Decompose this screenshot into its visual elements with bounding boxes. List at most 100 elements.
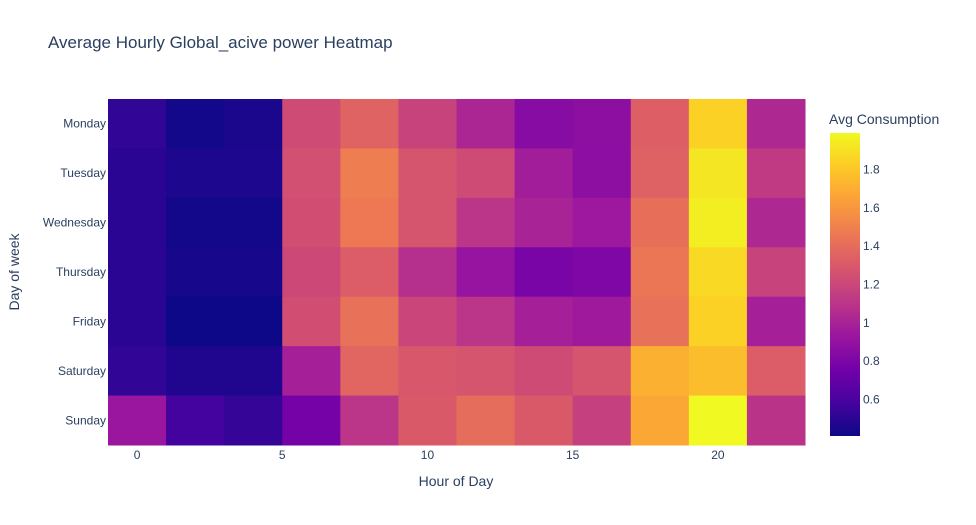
heatmap-cell [746,99,806,149]
heatmap-cell [514,395,574,446]
heatmap-cell [398,346,457,397]
heatmap-cell [688,395,748,446]
heatmap-cell [456,148,516,199]
colorbar-tick-label: 1 [863,316,870,330]
y-tick-label: Tuesday [60,166,106,180]
heatmap-cell [688,148,748,199]
x-tick-label: 10 [421,448,435,462]
heatmap-cell [166,247,225,298]
heatmap-cell [688,197,748,248]
heatmap-cell [340,148,399,199]
heatmap-cell [108,197,167,248]
heatmap-cell [166,395,225,446]
heatmap-cell [514,247,574,298]
x-axis-ticks: 0 5 10 15 20 [134,448,725,462]
heatmap-cell [456,197,516,248]
heatmap-cell [398,395,457,446]
heatmap-cell [282,247,341,298]
y-tick-label: Friday [73,314,106,328]
heatmap-cell [572,346,632,397]
heatmap-cell [746,296,806,347]
x-tick-label: 20 [711,448,725,462]
heatmap-cell [108,346,167,397]
colorbar-tick-label: 1.2 [863,278,880,292]
heatmap-cell [514,197,574,248]
heatmap-cell [630,148,690,199]
heatmap-cell [282,148,341,199]
heatmap-cell [166,148,225,199]
heatmap-cell [630,247,690,298]
heatmap-cell [398,197,457,248]
heatmap-cell [166,346,225,397]
heatmap-cell [572,395,632,446]
heatmap-cell [398,99,457,149]
heatmap-cell [340,296,399,347]
colorbar-tick-label: 1.6 [863,201,880,215]
colorbar-tick-label: 1.4 [863,239,880,253]
heatmap-cell [282,99,341,149]
x-tick-label: 15 [566,448,580,462]
heatmap-cell [224,197,283,248]
heatmap-cell [340,346,399,397]
heatmap-cell [398,148,457,199]
heatmap-cell [630,99,690,149]
heatmap-cell [746,395,806,446]
colorbar-tick-label: 0.8 [863,354,880,368]
heatmap-cell [746,148,806,199]
heatmap-cell [572,296,632,347]
heatmap-cell [630,197,690,248]
heatmap-cell [514,99,574,149]
heatmap-cell [688,99,748,149]
y-tick-label: Sunday [65,413,106,427]
heatmap-cell [340,247,399,298]
x-axis-label: Hour of Day [419,473,494,489]
heatmap-cell [398,247,457,298]
heatmap-cell [166,197,225,248]
heatmap-cell [224,99,283,149]
heatmap-cell [572,99,632,149]
heatmap-cell [224,247,283,298]
heatmap-cell [746,346,806,397]
heatmap-cell [108,148,167,199]
colorbar-title: Avg Consumption [829,111,939,127]
heatmap-cell [340,197,399,248]
heatmap-cell [108,296,167,347]
heatmap-cells [108,99,806,446]
heatmap-cell [746,197,806,248]
heatmap-cell [282,197,341,248]
heatmap-cell [456,99,516,149]
heatmap-cell [688,247,748,298]
x-tick-label: 0 [134,448,141,462]
heatmap-cell [456,346,516,397]
y-axis-label: Day of week [6,232,22,310]
heatmap-cell [514,148,574,199]
heatmap-cell [282,346,341,397]
heatmap-cell [224,346,283,397]
heatmap-cell [630,395,690,446]
colorbar-ticks: 0.6 0.8 1 1.2 1.4 1.6 1.8 [863,162,880,406]
y-tick-label: Thursday [56,265,106,279]
heatmap-cell [108,247,167,298]
heatmap-cell [398,296,457,347]
y-tick-label: Wednesday [43,216,106,230]
y-axis-ticks: Monday Tuesday Wednesday Thursday Friday Satu… [43,117,106,428]
heatmap-cell [630,296,690,347]
heatmap-cell [340,99,399,149]
colorbar-tick-label: 1.8 [863,162,880,176]
heatmap-cell [340,395,399,446]
heatmap-cell [224,148,283,199]
heatmap-cell [456,395,516,446]
heatmap-cell [108,395,167,446]
y-tick-label: Monday [63,117,106,131]
y-tick-label: Saturday [58,364,106,378]
colorbar-gradient [830,133,860,436]
heatmap-cell [166,296,225,347]
heatmap-cell [746,247,806,298]
heatmap-cell [456,296,516,347]
heatmap-cell [166,99,225,149]
heatmap-cell [572,247,632,298]
heatmap-cell [688,296,748,347]
heatmap-cell [630,346,690,397]
